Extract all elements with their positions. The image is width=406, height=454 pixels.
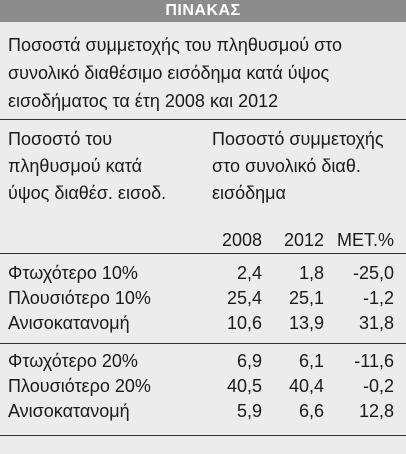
cell-2008: 40,5	[226, 376, 262, 396]
cell-change: -11,6	[354, 351, 394, 371]
row-label: Φτωχότερο 20%	[8, 351, 138, 371]
year-header: 2012	[283, 230, 324, 250]
row-label: Ανισοκατανομή	[8, 401, 130, 421]
cell-2008: 5,9	[236, 401, 262, 421]
cell-2008: 2,4	[236, 263, 262, 283]
rule	[0, 435, 406, 436]
title-line: εισοδήματος τα έτη 2008 και 2012	[8, 91, 279, 111]
rule	[0, 343, 406, 344]
cell-2012: 6,1	[298, 351, 324, 371]
year-header: 2008	[221, 230, 262, 250]
cell-2008: 6,9	[236, 351, 262, 371]
cell-2012: 13,9	[288, 313, 324, 333]
cell-2012: 1,8	[298, 263, 324, 283]
rule	[0, 119, 406, 120]
title-line: συνολικό διαθέσιμο εισόδημα κατά ύψος	[8, 63, 330, 83]
column-header: πληθυσμού κατά	[8, 156, 143, 176]
row-label: Πλουσιότερο 20%	[8, 376, 151, 396]
cell-change: 31,8	[358, 313, 394, 333]
change-header: ΜΕΤ.%	[336, 230, 394, 250]
title-line: Ποσοστά συμμετοχής του πληθυσμού στο	[8, 35, 343, 55]
header-bar: ΠΙΝΑΚΑΣ	[0, 0, 406, 22]
cell-change: -0,2	[362, 376, 394, 396]
cell-2008: 25,4	[226, 288, 262, 308]
column-header: ύψος διαθέσ. εισοδ.	[8, 183, 167, 203]
rule	[0, 253, 406, 254]
column-header: εισόδημα	[212, 183, 286, 203]
cell-change: -25,0	[352, 263, 394, 283]
cell-2012: 25,1	[288, 288, 324, 308]
header-title: ΠΙΝΑΚΑΣ	[165, 2, 241, 19]
cell-change: 12,8	[358, 401, 394, 421]
column-header: Ποσοστό συμμετοχής	[212, 129, 384, 149]
cell-2012: 40,4	[288, 376, 324, 396]
cell-2012: 6,6	[298, 401, 324, 421]
row-label: Ανισοκατανομή	[8, 313, 130, 333]
cell-change: -1,2	[362, 288, 394, 308]
cell-2008: 10,6	[226, 313, 262, 333]
column-header: Ποσοστό του	[8, 129, 113, 149]
row-label: Πλουσιότερο 10%	[8, 288, 151, 308]
column-header: στο συνολικό διαθ.	[212, 156, 361, 176]
row-label: Φτωχότερο 10%	[8, 263, 138, 283]
